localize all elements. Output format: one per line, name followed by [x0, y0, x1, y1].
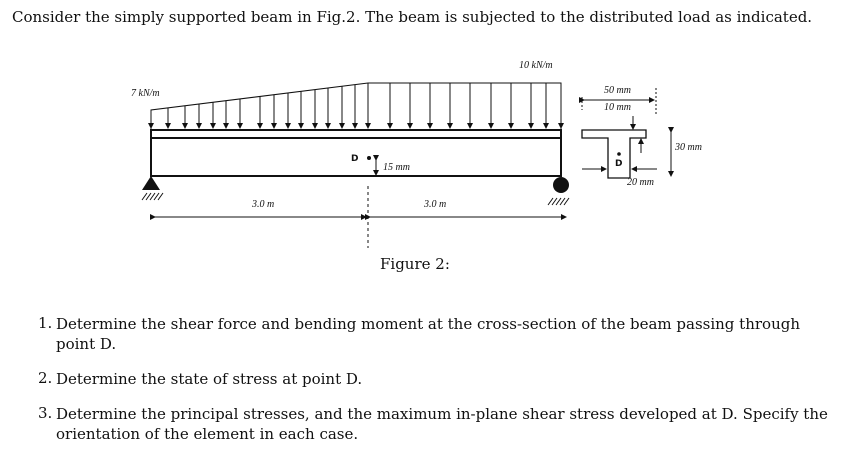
t-section	[581, 129, 647, 179]
load-outline	[150, 82, 562, 130]
flange-width-label: 50 mm	[604, 85, 631, 96]
question-1: Determine the shear force and bending mo…	[56, 315, 800, 353]
distributed-load	[148, 83, 564, 129]
pin-support	[142, 176, 160, 190]
d-height-label: 15 mm	[383, 162, 410, 173]
problem-intro: Consider the simply supported beam in Fi…	[12, 8, 813, 26]
point-d-label: D	[351, 154, 358, 164]
load-left-label: 7 kN/m	[131, 88, 160, 99]
depth-label: 30 mm	[674, 142, 702, 153]
load-right-label: 10 kN/m	[519, 60, 553, 71]
beam-figure: 7 kN/m 10 kN/m D 15 mm 3.0 m 3.0 m 50 mm…	[131, 60, 702, 248]
ground-hatch-left	[141, 192, 164, 201]
flange-thickness-label: 10 mm	[604, 102, 631, 113]
span-left-label: 3.0 m	[251, 199, 274, 210]
question-number: 2.	[38, 369, 53, 387]
beam-flange	[150, 129, 562, 139]
question-2: Determine the state of stress at point D…	[56, 370, 363, 388]
question-3: Determine the principal stresses, and th…	[56, 405, 828, 443]
roller-support	[553, 177, 569, 193]
section-point-label: D	[615, 159, 622, 169]
question-number: 3.	[38, 404, 53, 422]
figure-caption: Figure 2:	[380, 255, 450, 273]
span-right-label: 3.0 m	[423, 199, 446, 210]
beam-web	[150, 137, 562, 177]
point-d	[367, 156, 371, 160]
ground-hatch-right	[547, 197, 570, 206]
web-width-label: 20 mm	[627, 177, 654, 188]
question-number: 1.	[38, 314, 53, 332]
